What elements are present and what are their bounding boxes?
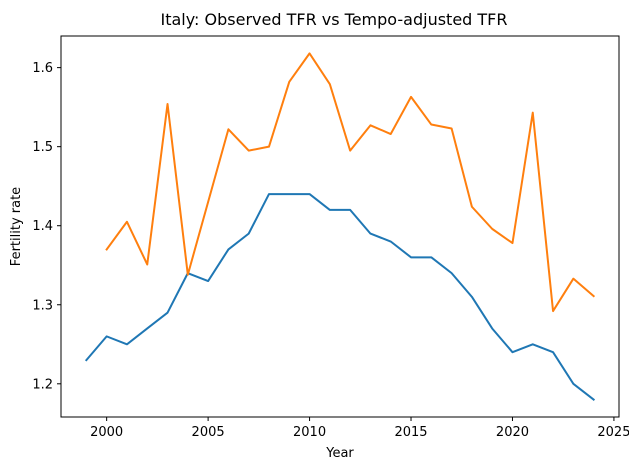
plot-area-frame xyxy=(60,35,620,418)
series-layer xyxy=(84,52,596,402)
x-tick-label: 2020 xyxy=(496,425,529,440)
x-axis-ticks: 2000 2005 2010 2015 2020 2025 xyxy=(90,417,629,440)
x-tick-label: 2000 xyxy=(90,425,123,440)
x-axis-label: Year xyxy=(325,446,354,461)
series-line-observed-tfr xyxy=(84,193,596,402)
chart-title: Italy: Observed TFR vs Tempo-adjusted TF… xyxy=(161,10,508,29)
y-tick-label: 1.2 xyxy=(32,377,53,392)
y-tick-label: 1.3 xyxy=(32,298,53,313)
x-tick-label: 2015 xyxy=(394,425,427,440)
y-tick-label: 1.6 xyxy=(32,61,53,76)
y-tick-label: 1.5 xyxy=(32,140,53,155)
y-axis-label: Fertility rate xyxy=(9,187,24,266)
x-tick-label: 2025 xyxy=(597,425,629,440)
x-tick-label: 2005 xyxy=(192,425,225,440)
y-axis-ticks: 1.2 1.3 1.4 1.5 1.6 xyxy=(32,61,61,392)
y-tick-label: 1.4 xyxy=(32,219,53,234)
x-tick-label: 2010 xyxy=(293,425,326,440)
series-line-tempo-adjusted-tfr xyxy=(105,52,596,313)
